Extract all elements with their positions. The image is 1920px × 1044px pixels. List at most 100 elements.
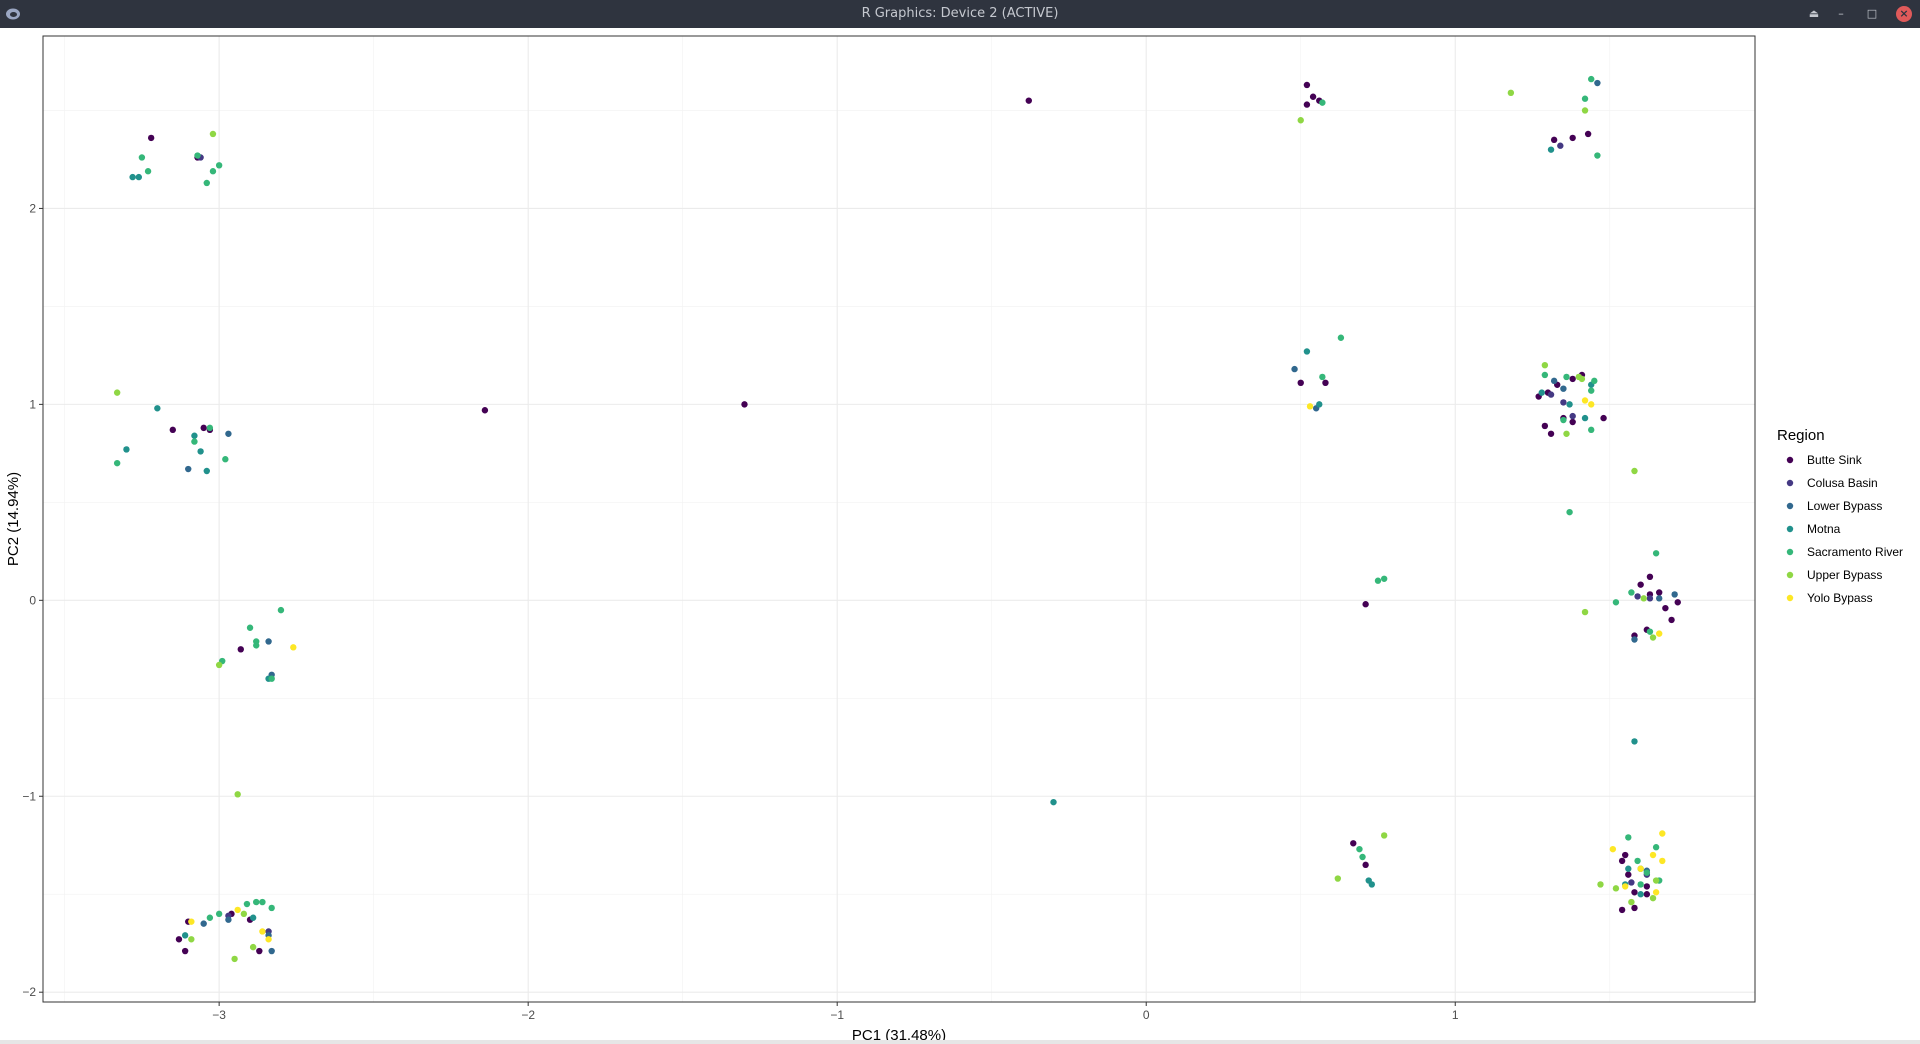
x-tick-label: 1	[1452, 1008, 1459, 1022]
data-point	[1652, 877, 1660, 884]
data-point	[1652, 889, 1660, 896]
scatter-plot: −3 −2 −1 0 1 −2 −1 0 1 2 PC1 (31.48%) PC2 (14.94…	[5, 35, 1903, 1040]
legend: Region Butte Sink Colusa Basin Lower Bypas…	[1777, 427, 1903, 605]
data-point	[1581, 397, 1589, 404]
data-point	[1618, 857, 1626, 865]
x-tick-label: 0	[1143, 1008, 1150, 1022]
data-point	[1652, 550, 1660, 557]
data-point	[1637, 865, 1644, 872]
data-point	[1581, 107, 1589, 114]
data-point	[265, 936, 272, 943]
data-point	[1547, 430, 1555, 437]
data-point	[1656, 630, 1663, 637]
legend-key	[1786, 525, 1794, 533]
data-point	[1643, 869, 1651, 876]
data-point	[1625, 834, 1632, 841]
data-point	[113, 459, 121, 467]
data-point	[197, 448, 204, 455]
data-point	[1625, 871, 1632, 878]
data-point	[1550, 136, 1558, 144]
data-point	[113, 389, 121, 396]
data-point	[1359, 853, 1366, 861]
data-point	[1569, 375, 1576, 383]
data-point	[215, 661, 223, 669]
minimize-button[interactable]: –	[1838, 7, 1844, 20]
data-point	[1560, 399, 1567, 406]
data-point	[1581, 414, 1589, 422]
legend-title: Region	[1777, 427, 1825, 444]
data-point	[1588, 75, 1595, 83]
legend-label: Sacramento River	[1807, 545, 1903, 559]
data-point	[1637, 891, 1644, 898]
data-point	[1588, 401, 1595, 408]
data-point	[1628, 898, 1635, 906]
data-point	[1637, 581, 1644, 588]
plot-panel-border	[42, 35, 1756, 1003]
data-point	[1569, 134, 1576, 142]
data-point	[1560, 385, 1567, 392]
data-point	[1566, 508, 1573, 516]
data-point	[1656, 589, 1663, 596]
data-point	[206, 914, 214, 921]
legend-label: Colusa Basin	[1807, 476, 1878, 490]
data-point	[243, 900, 251, 908]
r-app-icon	[6, 8, 20, 20]
data-point	[1569, 418, 1576, 426]
data-point	[234, 906, 241, 914]
data-point	[1368, 881, 1376, 888]
legend-key	[1786, 479, 1794, 487]
eject-icon[interactable]: ⏏	[1808, 7, 1820, 20]
data-point	[135, 173, 142, 181]
close-button[interactable]: ×	[1896, 6, 1912, 22]
legend-key	[1786, 502, 1794, 510]
data-point	[237, 646, 244, 653]
data-point	[290, 644, 297, 651]
data-point	[1652, 844, 1660, 851]
data-point	[1578, 375, 1586, 383]
data-point	[1025, 97, 1032, 104]
data-point	[1538, 389, 1545, 396]
data-point	[1319, 99, 1326, 106]
data-point	[181, 932, 189, 939]
data-point	[1374, 577, 1382, 584]
data-point	[1643, 883, 1651, 890]
data-point	[215, 910, 223, 918]
legend-label: Yolo Bypass	[1807, 591, 1873, 605]
window-title: R Graphics: Device 2 (ACTIVE)	[861, 6, 1059, 21]
data-point	[1303, 101, 1311, 108]
data-point	[268, 675, 275, 682]
data-point	[1622, 851, 1629, 859]
data-point	[1609, 845, 1617, 853]
data-point	[1319, 373, 1326, 381]
data-point	[191, 432, 198, 439]
data-point	[123, 446, 130, 453]
data-point	[1662, 604, 1669, 612]
data-point	[225, 430, 232, 437]
data-point	[1541, 361, 1549, 369]
data-points	[113, 75, 1681, 963]
data-point	[249, 914, 257, 921]
data-point	[1591, 377, 1598, 385]
data-point	[1541, 371, 1549, 379]
data-point	[1649, 851, 1657, 859]
x-tick-label: −3	[212, 1008, 226, 1022]
data-point	[1297, 379, 1304, 387]
data-point	[1584, 130, 1592, 138]
legend-label: Butte Sink	[1807, 453, 1863, 467]
x-tick-label: −2	[521, 1008, 535, 1022]
maximize-button[interactable]: □	[1866, 7, 1878, 20]
data-point	[209, 168, 217, 175]
data-point	[154, 405, 161, 412]
y-tick-label: 1	[29, 397, 36, 411]
data-point	[1380, 575, 1388, 582]
data-point	[268, 904, 275, 912]
legend-key	[1786, 548, 1794, 556]
data-point	[1656, 595, 1663, 602]
data-point	[1309, 93, 1317, 100]
data-point	[1362, 601, 1369, 608]
data-point	[253, 642, 260, 649]
data-point	[1569, 412, 1576, 420]
data-point	[1380, 832, 1388, 839]
data-point	[203, 467, 210, 475]
window-titlebar: R Graphics: Device 2 (ACTIVE) ⏏ – □ ×	[0, 0, 1920, 28]
